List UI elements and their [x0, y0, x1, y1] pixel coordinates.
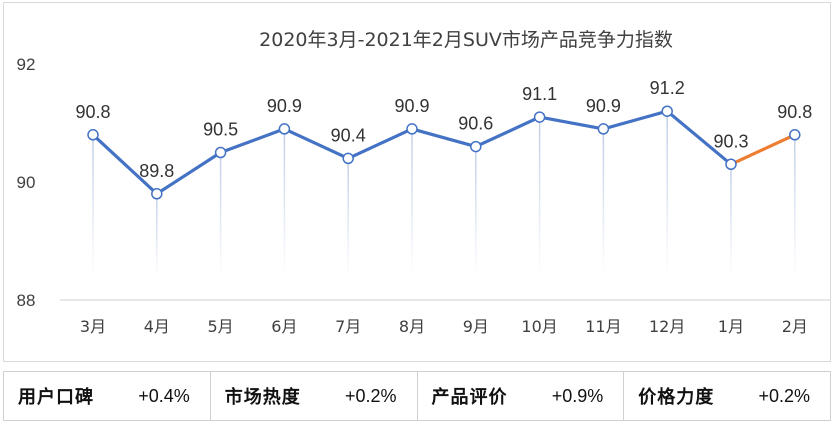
drop-line: [347, 158, 349, 278]
drop-lines: [92, 111, 796, 278]
x-tick-label: 3月: [80, 317, 106, 336]
y-tick-label: 88: [17, 291, 36, 310]
x-axis: 3月 4月 5月 6月 7月 8月 9月 10月 11月 12月 1月 2月: [60, 299, 830, 336]
data-point: [87, 129, 99, 141]
metric-price-strength: 价格力度 +0.2%: [624, 372, 830, 420]
metric-label: 产品评价: [431, 387, 508, 408]
data-label: 90.4: [331, 125, 366, 145]
series-segment: [346, 127, 414, 160]
y-tick-label: 92: [17, 55, 36, 74]
metric-label: 用户口碑: [18, 387, 94, 408]
drop-line: [538, 117, 541, 278]
y-tick-label: 90: [17, 173, 36, 192]
drop-line: [602, 128, 605, 278]
x-tick-label: 6月: [271, 317, 297, 336]
data-label: 90.8: [75, 102, 110, 122]
data-label: 89.8: [139, 161, 174, 181]
series-segment: [537, 115, 606, 131]
data-label: 91.1: [522, 84, 557, 104]
series-segment: [665, 109, 733, 166]
series-segment: [282, 127, 350, 160]
drop-line: [156, 193, 158, 278]
series-lines: [91, 109, 797, 196]
metric-value: +0.2%: [758, 385, 810, 406]
line-chart: 2020年3月-2021年2月SUV市场产品竞争力指数 88 90 92 3月 4月 5…: [17, 29, 830, 336]
data-point: [597, 123, 610, 135]
series-segment: [410, 127, 478, 149]
data-point: [406, 123, 418, 135]
x-tick-label: 11月: [585, 317, 621, 336]
metric-product-rating: 产品评价 +0.9%: [418, 372, 625, 420]
chart-frame: 2020年3月-2021年2月SUV市场产品竞争力指数 88 90 92 3月 4月 5…: [3, 2, 831, 362]
drop-line: [92, 134, 94, 278]
drop-line: [794, 134, 796, 278]
data-point: [533, 111, 546, 123]
data-point: [470, 140, 482, 153]
series-segment: [601, 109, 669, 131]
x-tick-label: 12月: [649, 317, 685, 336]
metric-market-heat: 市场热度 +0.2%: [211, 372, 418, 420]
data-label: 90.8: [777, 102, 812, 122]
data-point: [151, 188, 163, 200]
drop-line: [666, 111, 668, 278]
series-segment-highlight: [729, 133, 797, 166]
series-segment: [219, 127, 286, 155]
metric-value: +0.4%: [138, 385, 190, 406]
metric-user-reputation: 用户口碑 +0.4%: [4, 372, 211, 420]
data-label: 90.6: [458, 114, 493, 134]
drop-line: [219, 152, 222, 278]
x-tick-label: 1月: [718, 317, 744, 336]
x-tick-label: 8月: [399, 317, 425, 336]
y-axis: 88 90 92: [17, 55, 36, 310]
data-label: 91.2: [650, 78, 685, 98]
drop-line: [475, 146, 477, 278]
metric-label: 价格力度: [638, 387, 715, 408]
chart-title: 2020年3月-2021年2月SUV市场产品竞争力指数: [259, 29, 673, 51]
series-segment: [155, 150, 223, 196]
series-segment: [474, 115, 542, 149]
drop-line: [411, 128, 413, 278]
data-labels: 90.8 89.8 90.5 90.9 90.4 90.9 90.6 91.1 90.9 91.2…: [75, 78, 812, 181]
x-tick-label: 5月: [208, 317, 234, 336]
data-point: [278, 123, 291, 135]
x-tick-label: 4月: [144, 317, 170, 336]
data-points: [87, 105, 801, 200]
data-point: [661, 105, 673, 117]
data-point: [342, 152, 354, 165]
x-tick-label: 7月: [335, 317, 361, 336]
metric-label: 市场热度: [224, 387, 301, 408]
drop-line: [730, 164, 732, 278]
metrics-bar: 用户口碑 +0.4% 市场热度 +0.2% 产品评价 +0.9% 价格力度 +0…: [3, 371, 831, 421]
data-point: [789, 129, 801, 141]
metric-value: +0.9%: [551, 385, 604, 406]
x-tick-label: 2月: [782, 317, 808, 336]
data-label: 90.9: [394, 96, 429, 116]
data-point: [725, 158, 737, 171]
data-label: 90.9: [267, 96, 302, 116]
series-segment: [91, 133, 159, 196]
x-tick-label: 10月: [521, 317, 557, 336]
metric-value: +0.2%: [344, 385, 397, 406]
data-label: 90.9: [586, 96, 621, 116]
data-label: 90.5: [203, 120, 238, 140]
data-point: [214, 146, 227, 159]
drop-line: [283, 128, 286, 278]
data-label: 90.3: [713, 131, 748, 151]
x-tick-label: 9月: [463, 317, 489, 336]
